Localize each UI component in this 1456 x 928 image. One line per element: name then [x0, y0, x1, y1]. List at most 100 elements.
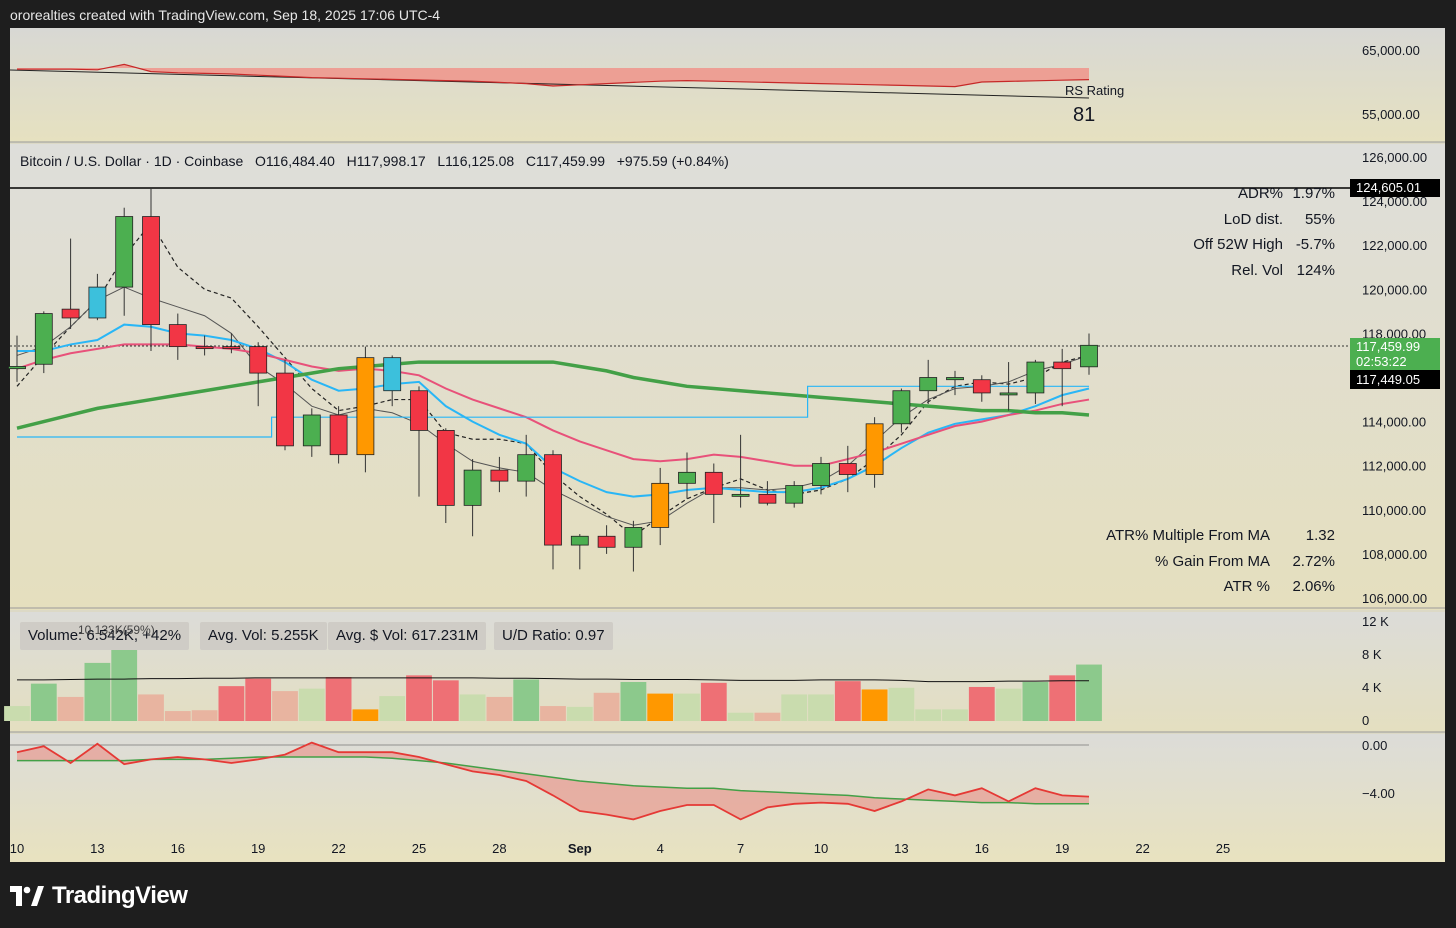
- avg-dollar-vol-chip: Avg. $ Vol: 617.231M: [328, 622, 487, 650]
- last-price-tag: 117,459.99 02:53:22: [1350, 338, 1440, 370]
- candle-body[interactable]: [731, 493, 750, 497]
- candle-body[interactable]: [946, 377, 964, 381]
- stat-top-label: LoD dist.: [1223, 210, 1283, 228]
- rs-fill: [17, 64, 1089, 87]
- x-axis-label: 4: [657, 841, 664, 856]
- candle-body[interactable]: [1080, 344, 1098, 368]
- candle-body[interactable]: [570, 535, 589, 546]
- volume-bar: [754, 712, 781, 721]
- candle-body[interactable]: [704, 471, 723, 495]
- candle-body[interactable]: [597, 535, 616, 548]
- candle-body[interactable]: [195, 346, 214, 350]
- volume-bar: [191, 710, 218, 721]
- price-tick-label: 110,000.00: [1362, 503, 1426, 518]
- ref-price-tag: 117,449.05: [1350, 370, 1440, 389]
- candle-body[interactable]: [544, 454, 562, 546]
- volume-bar: [325, 677, 352, 721]
- candle-body[interactable]: [168, 324, 187, 348]
- osc-tick-label: −4.00: [1362, 786, 1395, 801]
- volume-bar: [245, 678, 272, 721]
- candle-body[interactable]: [812, 463, 830, 486]
- candle-body[interactable]: [651, 482, 670, 528]
- candle-body[interactable]: [517, 454, 536, 482]
- volume-bar: [700, 682, 727, 721]
- volume-bar: [1049, 675, 1076, 721]
- ohlc-high: H117,998.17: [346, 153, 426, 169]
- x-axis-label: 13: [894, 841, 908, 856]
- candle-body[interactable]: [142, 216, 160, 325]
- rs-baseline: [9, 69, 1090, 99]
- candle-body[interactable]: [624, 527, 643, 548]
- candle-body[interactable]: [1053, 361, 1072, 370]
- candle-body[interactable]: [383, 357, 402, 392]
- export-header: ororealties created with TradingView.com…: [10, 7, 441, 23]
- tradingview-footer: TradingView: [10, 880, 188, 912]
- x-axis-label: 22: [331, 841, 345, 856]
- volume-bar: [459, 694, 486, 721]
- stat-bottom-value: 1.32: [1305, 527, 1335, 544]
- x-axis-label: 16: [171, 841, 185, 856]
- stat-top-label: Rel. Vol: [1231, 261, 1283, 279]
- candle-body[interactable]: [34, 313, 53, 365]
- x-axis-label: 25: [1216, 841, 1230, 856]
- volume-bar: [486, 696, 513, 721]
- stat-top-label: Off 52W High: [1193, 236, 1283, 253]
- candle-body[interactable]: [61, 308, 80, 319]
- candle-body[interactable]: [490, 469, 509, 482]
- stat-bottom-label: ATR% Multiple From MA: [1106, 527, 1270, 544]
- candle-body[interactable]: [88, 286, 107, 319]
- volume-bar: [968, 686, 995, 721]
- candle-body[interactable]: [276, 372, 294, 447]
- rs-line: [17, 63, 1090, 88]
- volume-bar: [888, 687, 915, 721]
- ohlc-change: +975.59 (+0.84%): [616, 153, 729, 169]
- price-tick-label: 126,000.00: [1362, 150, 1427, 165]
- volume-bar: [834, 681, 861, 721]
- chart-frame[interactable]: [10, 28, 1445, 862]
- volume-bar: [861, 689, 888, 721]
- volume-bar: [647, 693, 674, 721]
- candle-body[interactable]: [1026, 361, 1045, 394]
- candle-body[interactable]: [249, 346, 268, 374]
- x-axis-label: 22: [1135, 841, 1149, 856]
- ohlc-low: L116,125.08: [437, 153, 515, 169]
- x-axis-label: 28: [492, 841, 506, 856]
- candle-body[interactable]: [222, 346, 241, 350]
- candle-body[interactable]: [410, 390, 428, 431]
- candle-body[interactable]: [115, 216, 134, 288]
- candle-body[interactable]: [785, 485, 804, 504]
- volume-bar: [995, 688, 1022, 721]
- volume-bar: [593, 692, 620, 721]
- x-axis-label: Sep: [568, 841, 592, 856]
- volume-bar: [352, 709, 379, 721]
- candle-body[interactable]: [865, 423, 884, 475]
- osc-line: [16, 741, 1090, 821]
- candle-body[interactable]: [329, 414, 348, 456]
- price-tick-label: 106,000.00: [1362, 591, 1427, 606]
- volume-bar: [272, 691, 298, 721]
- candle-body[interactable]: [356, 357, 375, 456]
- symbol-name: Bitcoin / U.S. Dollar · 1D · Coinbase: [20, 153, 244, 169]
- candle-body[interactable]: [758, 493, 777, 504]
- candle-body[interactable]: [919, 377, 938, 392]
- candle-body[interactable]: [999, 392, 1018, 396]
- volume-bar: [57, 696, 84, 721]
- symbol-legend: Bitcoin / U.S. Dollar · 1D · Coinbase O1…: [20, 153, 729, 169]
- ohlc-close: C117,459.99: [525, 153, 606, 169]
- volume-bar: [432, 680, 459, 721]
- candle-body[interactable]: [892, 390, 911, 425]
- volume-bar: [164, 711, 191, 721]
- avg-vol-chip: Avg. Vol: 5.255K: [200, 622, 327, 650]
- candle-body[interactable]: [838, 463, 857, 475]
- candle-body[interactable]: [302, 414, 321, 447]
- stat-bottom-label: ATR %: [1223, 578, 1270, 595]
- volume-tick-label: 12 K: [1362, 614, 1389, 629]
- volume-bar: [540, 706, 566, 721]
- candle-body[interactable]: [463, 469, 482, 506]
- candle-body[interactable]: [678, 471, 696, 484]
- price-tick-label: 108,000.00: [1362, 547, 1427, 562]
- candle-body[interactable]: [972, 379, 991, 394]
- candle-body[interactable]: [436, 430, 455, 506]
- candle-body[interactable]: [8, 366, 26, 370]
